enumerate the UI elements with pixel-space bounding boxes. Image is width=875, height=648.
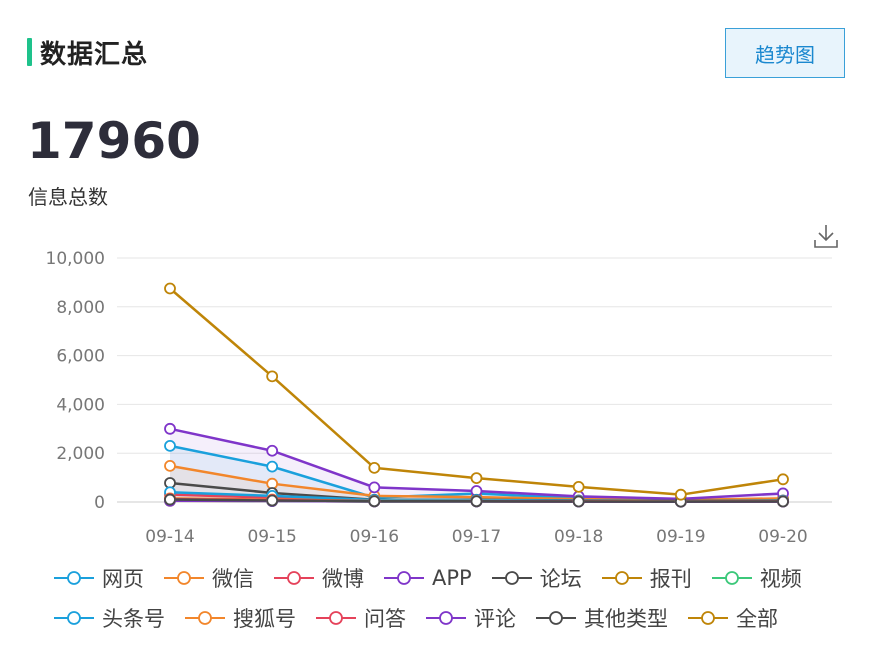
legend-marker-icon (316, 611, 356, 625)
legend-label: 视频 (759, 567, 802, 591)
x-tick-label: 09-16 (350, 527, 399, 547)
legend-marker-icon (491, 571, 532, 585)
data-point[interactable] (164, 282, 176, 295)
data-point[interactable] (368, 495, 381, 508)
total-count: 17960 (27, 112, 201, 170)
legend-item[interactable]: 微博 (272, 563, 364, 593)
y-tick-label: 2,000 (56, 444, 105, 464)
legend-label: 微博 (322, 567, 364, 591)
data-point[interactable] (777, 495, 789, 508)
legend-label: 论坛 (539, 567, 582, 591)
legend-label: 搜狐号 (233, 607, 296, 631)
data-point[interactable] (164, 439, 176, 452)
x-tick-label: 09-19 (656, 527, 705, 547)
legend-label: APP (432, 566, 472, 590)
legend-marker-icon (536, 611, 576, 625)
legend-item[interactable]: 其他类型 (534, 603, 668, 633)
title-accent-bar (27, 38, 32, 66)
x-tick-label: 09-14 (145, 527, 194, 547)
legend-label: 头条号 (102, 607, 165, 631)
legend-label: 网页 (102, 567, 144, 591)
series-area (170, 465, 783, 502)
y-tick-label: 0 (94, 493, 105, 513)
legend-label: 问答 (364, 607, 406, 631)
legend-row: 网页 微信 微博 APP 论坛 报刊 视频 (52, 558, 852, 598)
data-point[interactable] (164, 422, 176, 435)
legend-item[interactable]: 问答 (314, 603, 406, 633)
legend-item[interactable]: 网页 (52, 563, 144, 593)
legend-item[interactable]: 报刊 (600, 563, 692, 593)
trend-chart-button[interactable]: 趋势图 (725, 28, 845, 78)
x-tick-label: 09-18 (554, 527, 603, 547)
legend-label: 报刊 (649, 567, 692, 591)
x-tick-label: 09-17 (452, 527, 501, 547)
data-point[interactable] (266, 370, 279, 383)
data-point[interactable] (470, 472, 483, 484)
line-chart: 0 2,000 4,000 6,000 8,000 10,000 09-14 09-15 09-… (46, 249, 832, 547)
legend-item[interactable]: 全部 (686, 603, 778, 633)
legend-item[interactable]: 微信 (162, 563, 254, 593)
legend-marker-icon (384, 571, 424, 585)
legend-marker-icon (54, 571, 94, 585)
legend-label: 其他类型 (584, 607, 668, 631)
legend-marker-icon (274, 571, 314, 585)
legend-item[interactable]: 评论 (424, 603, 516, 633)
data-point[interactable] (368, 481, 381, 494)
y-tick-label: 8,000 (56, 298, 105, 318)
y-tick-label: 4,000 (56, 395, 105, 415)
data-point[interactable] (572, 495, 585, 508)
data-point[interactable] (266, 460, 279, 473)
data-point[interactable] (572, 480, 585, 493)
page-title: 数据汇总 (40, 40, 149, 70)
legend-item[interactable]: 论坛 (490, 563, 582, 593)
series-area (170, 445, 783, 502)
total-count-label: 信息总数 (28, 185, 108, 209)
data-point[interactable] (266, 494, 279, 507)
legend-marker-icon (601, 571, 642, 585)
data-point[interactable] (164, 493, 176, 506)
data-point[interactable] (368, 461, 381, 474)
legend-row: 头条号 搜狐号 问答 评论 其他类型 全部 (52, 598, 852, 638)
y-tick-label: 10,000 (46, 249, 105, 269)
data-point[interactable] (777, 473, 789, 486)
series-area (170, 428, 783, 502)
legend-marker-icon (688, 611, 728, 625)
legend-marker-icon (426, 611, 466, 625)
x-tick-label: 09-15 (247, 527, 296, 547)
legend-item[interactable]: 视频 (710, 563, 802, 593)
legend-marker-icon (185, 611, 225, 625)
legend-label: 微信 (212, 567, 254, 591)
y-tick-label: 6,000 (56, 347, 105, 367)
legend-label: 全部 (736, 607, 778, 631)
legend-item[interactable]: APP (382, 566, 472, 590)
data-point[interactable] (164, 459, 176, 472)
legend-item[interactable]: 头条号 (52, 603, 165, 633)
legend-marker-icon (164, 571, 204, 585)
legend-marker-icon (54, 611, 94, 625)
data-point[interactable] (674, 488, 687, 501)
legend-marker-icon (711, 571, 752, 585)
legend-item[interactable]: 搜狐号 (183, 603, 296, 633)
chart-legend: 网页 微信 微博 APP 论坛 报刊 视频头条号 搜狐号 问答 评论 其他类型 全部 (52, 558, 852, 638)
data-point[interactable] (266, 444, 279, 457)
legend-label: 评论 (474, 607, 516, 631)
download-icon[interactable] (812, 222, 840, 250)
x-tick-label: 09-20 (758, 527, 807, 547)
data-point[interactable] (470, 495, 483, 508)
